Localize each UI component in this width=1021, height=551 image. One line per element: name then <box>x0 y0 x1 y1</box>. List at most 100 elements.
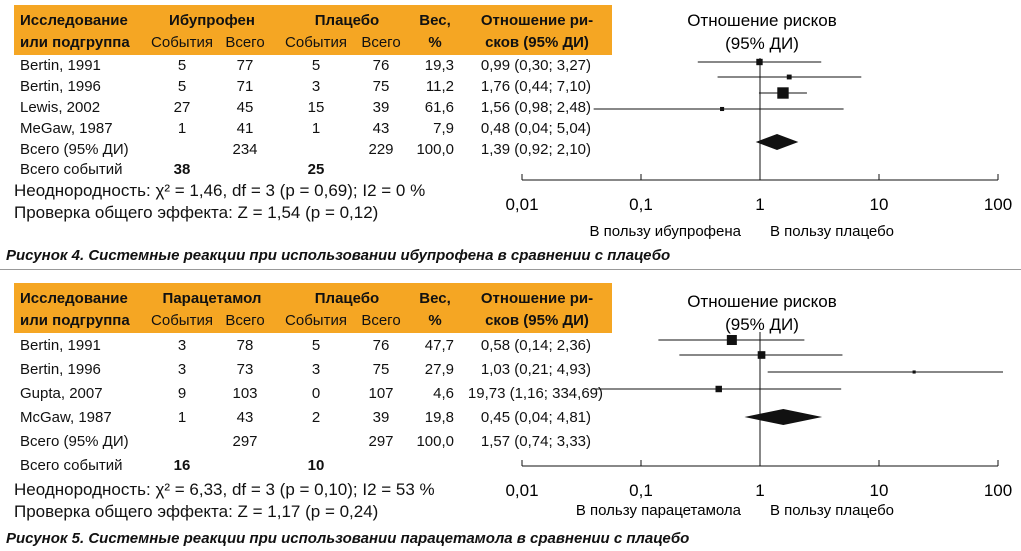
header-weight-line1: Вес, <box>419 290 451 307</box>
drug-events: 9 <box>177 385 187 402</box>
header-weight-line2: % <box>428 34 442 51</box>
pooled-effect-diamond <box>744 409 823 425</box>
plot-title: Отношение рисков <box>687 11 837 30</box>
study-point-square <box>786 74 792 80</box>
drug-total: 73 <box>236 361 254 378</box>
pooled-rr-ci: 1,57 (0,74; 3,33) <box>480 433 591 450</box>
total-row-label: Всего (95% ДИ) <box>20 141 129 158</box>
x-tick-label: 10 <box>870 481 889 500</box>
rr-ci-value: 1,76 (0,44; 7,10) <box>480 78 591 95</box>
header-placebo-events: События <box>285 312 347 329</box>
heterogeneity-stat: Неоднородность: χ² = 1,46, df = 3 (p = 0… <box>14 181 426 200</box>
study-label: Bertin, 1996 <box>20 361 101 378</box>
x-tick-label: 0,1 <box>629 481 653 500</box>
header-rr-line2: сков (95% ДИ) <box>485 34 589 51</box>
study-point-square <box>912 370 916 374</box>
heterogeneity-stat: Неоднородность: χ² = 6,33, df = 3 (p = 0… <box>14 480 435 499</box>
drug-total: 77 <box>236 57 254 74</box>
weight-value: 19,3 <box>424 57 454 74</box>
placebo-events: 1 <box>311 120 321 137</box>
placebo-total: 75 <box>372 78 390 95</box>
weight-value: 27,9 <box>424 361 454 378</box>
drug-total: 103 <box>232 385 258 402</box>
figure-caption: Рисунок 4. Системные реакции при использ… <box>6 247 671 264</box>
drug-events: 3 <box>177 361 187 378</box>
study-label: Bertin, 1991 <box>20 337 101 354</box>
rr-ci-value: 1,03 (0,21; 4,93) <box>480 361 591 378</box>
drug-total: 45 <box>236 99 254 116</box>
events-row-label: Всего событий <box>20 161 123 178</box>
header-study-line2: или подгруппа <box>20 34 130 51</box>
weight-value: 4,6 <box>433 385 454 402</box>
drug-events: 5 <box>177 57 187 74</box>
rr-ci-value: 19,73 (1,16; 334,69) <box>467 385 603 402</box>
study-point-square <box>757 351 766 359</box>
rr-ci-value: 1,56 (0,98; 2,48) <box>480 99 591 116</box>
weight-total: 100,0 <box>416 433 454 450</box>
study-label: Gupta, 2007 <box>20 385 103 402</box>
drug-total: 41 <box>236 120 254 137</box>
study-label: Lewis, 2002 <box>20 99 101 116</box>
placebo-events: 0 <box>311 385 321 402</box>
table-header-band <box>14 5 612 55</box>
rr-ci-value: 0,45 (0,04; 4,81) <box>480 409 591 426</box>
study-label: MeGaw, 1987 <box>20 120 113 137</box>
drug-events: 1 <box>177 120 187 137</box>
weight-value: 11,2 <box>425 78 454 95</box>
plot-title: Отношение рисков <box>687 292 837 311</box>
study-point-square <box>777 87 789 99</box>
header-drug-events: События <box>151 34 213 51</box>
placebo-events: 2 <box>311 409 321 426</box>
header-rr-line1: Отношение ри- <box>480 290 594 307</box>
header-placebo-events: События <box>285 34 347 51</box>
study-point-square <box>715 385 722 393</box>
overall-effect-test: Проверка общего эффекта: Z = 1,17 (p = 0… <box>14 502 379 521</box>
study-label: Bertin, 1996 <box>20 78 101 95</box>
header-study-line1: Исследование <box>20 290 128 307</box>
placebo-events: 3 <box>311 78 321 95</box>
weight-value: 47,7 <box>424 337 454 354</box>
study-label: McGaw, 1987 <box>20 409 112 426</box>
placebo-total: 107 <box>368 385 394 402</box>
header-weight-line2: % <box>428 312 442 329</box>
placebo-events: 5 <box>311 337 321 354</box>
drug-events: 3 <box>177 337 187 354</box>
drug-events-sum: 38 <box>173 161 191 178</box>
header-rr-line2: сков (95% ДИ) <box>485 312 589 329</box>
header-study-line2: или подгруппа <box>20 312 130 329</box>
pooled-rr-ci: 1,39 (0,92; 2,10) <box>480 141 591 158</box>
drug-events: 1 <box>177 409 187 426</box>
table-header-band <box>14 283 612 333</box>
x-tick-label: 1 <box>755 195 764 214</box>
drug-total: 43 <box>236 409 254 426</box>
favours-drug-label: В пользу ибупрофена <box>589 223 741 240</box>
drug-total: 78 <box>236 337 254 354</box>
figure-divider <box>0 269 1021 270</box>
placebo-total: 39 <box>372 409 390 426</box>
weight-value: 61,6 <box>424 99 454 116</box>
header-drug-total: Всего <box>225 34 265 51</box>
placebo-events-sum: 25 <box>307 161 325 178</box>
forest-plot-panel-ibuprofen: Исследование или подгруппа Ибупрофен Соб… <box>0 0 1021 245</box>
overall-effect-test: Проверка общего эффекта: Z = 1,54 (p = 0… <box>14 203 379 222</box>
drug-total-sum: 234 <box>232 141 258 158</box>
x-tick-label: 0,1 <box>629 195 653 214</box>
header-drug: Парацетамол <box>162 290 262 307</box>
drug-total-sum: 297 <box>232 433 258 450</box>
plot-subtitle: (95% ДИ) <box>725 34 799 53</box>
placebo-total: 76 <box>372 57 390 74</box>
weight-total: 100,0 <box>416 141 454 158</box>
favours-drug-label: В пользу парацетамола <box>576 502 742 519</box>
header-drug-total: Всего <box>225 312 265 329</box>
placebo-total: 76 <box>372 337 390 354</box>
forest-plot-chart: Отношение рисков (95% ДИ) 0,01 0,1 1 10 100 В п… <box>505 11 1012 240</box>
study-label: Bertin, 1991 <box>20 57 101 74</box>
rr-ci-value: 0,48 (0,04; 5,04) <box>480 120 591 137</box>
header-weight-line1: Вес, <box>419 12 451 29</box>
placebo-events: 15 <box>307 99 325 116</box>
study-point-square <box>756 58 763 66</box>
study-point-square <box>726 334 737 346</box>
x-tick-label: 10 <box>870 195 889 214</box>
drug-events: 5 <box>177 78 187 95</box>
rr-ci-value: 0,58 (0,14; 2,36) <box>480 337 591 354</box>
